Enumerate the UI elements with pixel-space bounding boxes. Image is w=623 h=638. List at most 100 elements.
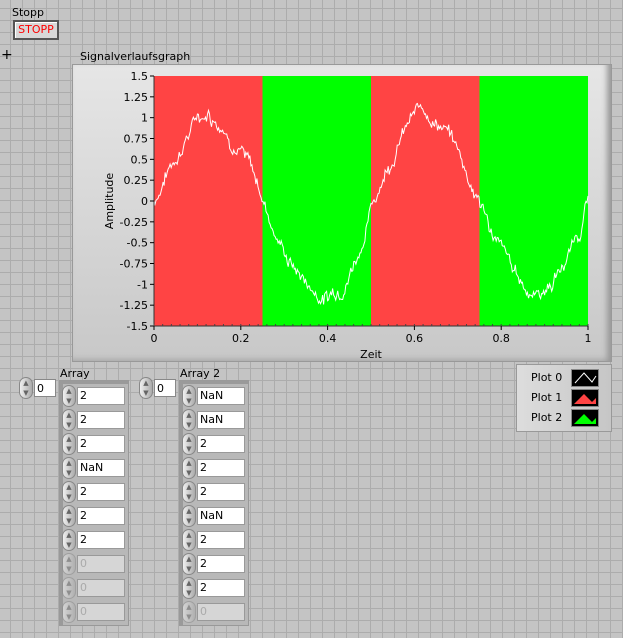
element-spinner[interactable]: ▲ ▼ [62,529,76,551]
legend-swatch-plot-0[interactable] [571,369,599,387]
x-tick-label: 0 [151,332,158,345]
x-tick-label: 0.8 [492,332,510,345]
x-tick-label: 1 [585,332,592,345]
element-value[interactable]: 2 [197,459,245,477]
array-2-index-spinner[interactable]: ▲ ▼ [139,377,153,399]
element-spinner[interactable]: ▲ ▼ [62,601,76,623]
y-tick-label: 0.25 [124,174,149,187]
stop-button[interactable]: STOPP [13,20,59,40]
y-tick-label: -1.25 [120,299,148,312]
y-tick-label: -0.75 [120,258,148,271]
array-index-spinner[interactable]: ▲ ▼ [19,377,33,399]
element-spinner[interactable]: ▲ ▼ [182,385,196,407]
y-tick-label: 1 [141,112,148,125]
element-spinner[interactable]: ▲ ▼ [182,409,196,431]
array-element[interactable]: ▲ ▼ 2 [182,553,246,575]
array-element[interactable]: ▲ ▼ NaN [182,385,246,407]
element-value[interactable]: NaN [197,387,245,405]
element-value[interactable]: 2 [77,507,125,525]
array-2-elements: ▲ ▼ NaN ▲ ▼ NaN ▲ ▼ 2 ▲ ▼ 2 ▲ ▼ 2 ▲ ▼ NaN ▲ ▼ 2 ▲ ▼ 2 ▲ ▼ 2 ▲ ▼ 0 [179,380,249,626]
y-tick-label: -1.5 [127,320,148,333]
legend-swatch-plot-2[interactable] [571,409,599,427]
x-tick-label: 0.2 [232,332,250,345]
background-band [371,76,480,326]
element-value[interactable]: 0 [77,579,125,597]
element-value[interactable]: 0 [197,603,245,621]
array-element[interactable]: ▲ ▼ 2 [62,433,126,455]
element-spinner[interactable]: ▲ ▼ [182,457,196,479]
element-value[interactable]: 2 [197,555,245,573]
element-spinner[interactable]: ▲ ▼ [182,553,196,575]
legend-swatch-plot-1[interactable] [571,389,599,407]
element-spinner[interactable]: ▲ ▼ [62,577,76,599]
y-tick-label: 1.25 [124,91,149,104]
element-spinner[interactable]: ▲ ▼ [62,481,76,503]
x-axis-label: Zeit [360,348,382,361]
element-value[interactable]: NaN [77,459,125,477]
array-element[interactable]: ▲ ▼ 0 [62,577,126,599]
graph-title: Signalverlaufsgraph [80,50,191,63]
element-spinner[interactable]: ▲ ▼ [62,457,76,479]
array-element[interactable]: ▲ ▼ 2 [62,505,126,527]
array-element[interactable]: ▲ ▼ 2 [182,481,246,503]
array-element[interactable]: ▲ ▼ 0 [182,601,246,623]
array-element[interactable]: ▲ ▼ 2 [182,577,246,599]
element-spinner[interactable]: ▲ ▼ [182,481,196,503]
array-element[interactable]: ▲ ▼ 2 [62,385,126,407]
array-2-index-input[interactable]: 0 [154,379,176,397]
array-element[interactable]: ▲ ▼ NaN [182,409,246,431]
element-value[interactable]: 2 [77,435,125,453]
element-value[interactable]: 2 [197,579,245,597]
element-spinner[interactable]: ▲ ▼ [182,529,196,551]
stop-label: Stopp [12,6,44,19]
background-band [262,76,371,326]
element-spinner[interactable]: ▲ ▼ [62,505,76,527]
y-tick-label: 0.75 [124,133,149,146]
array-element[interactable]: ▲ ▼ 2 [182,433,246,455]
legend-label: Plot 0 [531,371,563,384]
array-element[interactable]: ▲ ▼ NaN [62,457,126,479]
array-element[interactable]: ▲ ▼ 0 [62,601,126,623]
array-element[interactable]: ▲ ▼ 2 [182,457,246,479]
legend-label: Plot 1 [531,391,563,404]
plot-svg: 1.5 1.25 1 0.75 0.5 0.25 0 -0.25 -0.5 -0.75 -1 -1.2… [103,70,592,361]
y-tick-label: 1.5 [131,70,149,83]
plot-legend: Plot 0 Plot 1 Plot 2 [516,364,612,432]
element-value[interactable]: 0 [77,555,125,573]
element-value[interactable]: 2 [77,411,125,429]
element-spinner[interactable]: ▲ ▼ [62,385,76,407]
array-element[interactable]: ▲ ▼ 2 [62,529,126,551]
element-spinner[interactable]: ▲ ▼ [182,433,196,455]
y-tick-label: -0.5 [127,237,148,250]
element-spinner[interactable]: ▲ ▼ [62,553,76,575]
element-value[interactable]: 2 [197,483,245,501]
background-band [479,76,588,326]
background-band [154,76,263,326]
y-tick-label: -1 [137,278,148,291]
array-element[interactable]: ▲ ▼ 2 [182,529,246,551]
y-axis-label: Amplitude [103,173,116,230]
element-value[interactable]: 2 [77,531,125,549]
element-value[interactable]: NaN [197,507,245,525]
element-value[interactable]: NaN [197,411,245,429]
waveform-graph: 1.5 1.25 1 0.75 0.5 0.25 0 -0.25 -0.5 -0.75 -1 -1.2… [72,64,612,362]
y-tick-label: 0 [141,195,148,208]
cursor-crosshair-icon: + [1,47,13,63]
array-element[interactable]: ▲ ▼ 0 [62,553,126,575]
array-index-input[interactable]: 0 [34,379,56,397]
element-spinner[interactable]: ▲ ▼ [62,433,76,455]
array-element[interactable]: ▲ ▼ 2 [62,481,126,503]
element-spinner[interactable]: ▲ ▼ [182,577,196,599]
element-value[interactable]: 2 [197,435,245,453]
element-spinner[interactable]: ▲ ▼ [182,601,196,623]
array-element[interactable]: ▲ ▼ NaN [182,505,246,527]
array-element[interactable]: ▲ ▼ 2 [62,409,126,431]
element-value[interactable]: 2 [77,387,125,405]
element-value[interactable]: 0 [77,603,125,621]
element-spinner[interactable]: ▲ ▼ [62,409,76,431]
element-spinner[interactable]: ▲ ▼ [182,505,196,527]
element-value[interactable]: 2 [77,483,125,501]
y-tick-label: 0.5 [131,153,149,166]
element-value[interactable]: 2 [197,531,245,549]
array-2-label: Array 2 [180,367,221,380]
